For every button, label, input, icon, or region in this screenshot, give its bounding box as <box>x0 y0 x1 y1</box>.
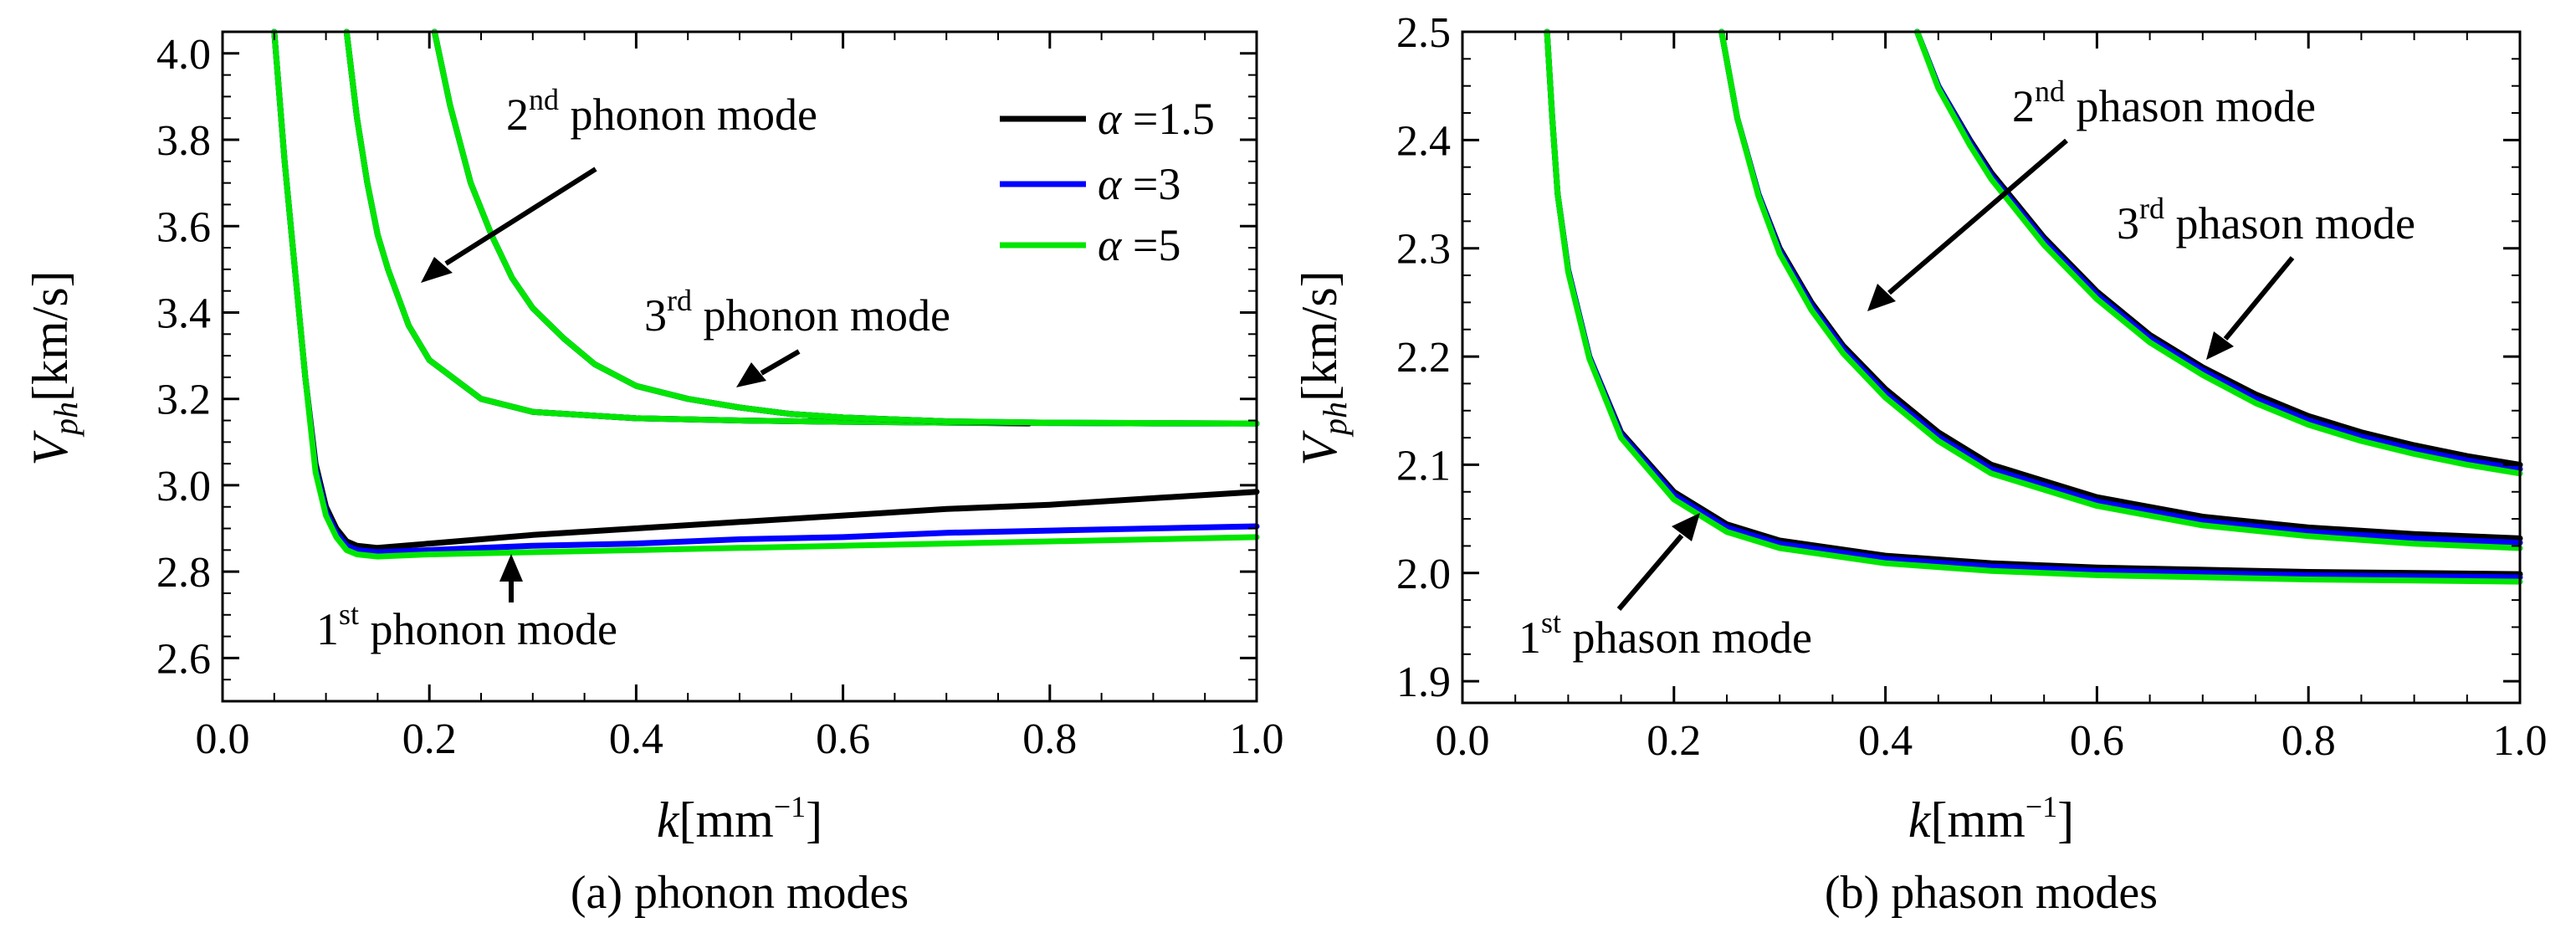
panel-a-x-tick-label: 0.6 <box>816 715 870 763</box>
panel-b-x-tick-label: 0.4 <box>1858 717 1913 765</box>
arrow-phonon-3rd <box>736 349 801 387</box>
panel-a-y-tick-label: 2.8 <box>156 549 211 597</box>
panel-a-y-tick-label: 3.6 <box>156 203 211 251</box>
arrow-phonon-2nd <box>421 167 597 283</box>
panel-b-y-tick-label: 2.4 <box>1396 117 1451 165</box>
panel-a-x-tick-label: 0.8 <box>1022 715 1077 763</box>
annot-phonon-3rd: 3rd phonon mode <box>644 284 950 341</box>
legend-label-alpha-5: α =5 <box>1098 220 1180 270</box>
panel-b-y-tick-label: 2.1 <box>1396 442 1451 490</box>
panel-b-y-tick-label: 2.2 <box>1396 334 1451 382</box>
panel-a-ticks: 0.0 0.2 0.4 0.6 0.8 1.0 2.6 2.8 3.0 3.2 3.4 3.6 3.8 4… <box>156 31 1284 763</box>
panel-a-y-tick-label: 2.6 <box>156 635 211 683</box>
panel-a-y-unit: [km/s] <box>23 270 78 402</box>
panel-b-x-tick-label: 0.0 <box>1436 717 1490 765</box>
panel-a-legend: α =1.5 α =3 α =5 <box>1000 94 1215 270</box>
panel-a-y-tick-label: 3.4 <box>156 290 211 337</box>
panel-b-ticks: 0.0 0.2 0.4 0.6 0.8 1.0 1.9 2.0 2.1 2.2 2.3 2.4 2.5 <box>1396 9 2548 765</box>
panel-b-y-var: V <box>1292 430 1347 466</box>
panel-b-series-line-8 <box>1914 28 2523 477</box>
panel-b-x-close: ] <box>2057 792 2074 848</box>
panel-a-y-title: Vph[km/s] <box>23 270 85 465</box>
panel-b-x-tick-label: 0.8 <box>2282 717 2336 765</box>
panel-a-y-tick-label: 3.8 <box>156 117 211 165</box>
panel-a-y-sub: ph <box>47 402 85 438</box>
panel-b-x-tick-label: 0.6 <box>2070 717 2124 765</box>
panel-b-y-sub: ph <box>1316 402 1354 438</box>
panel-a-x-tick-label: 0.4 <box>609 715 663 763</box>
annot-phason-2nd: 2nd phason mode <box>2012 74 2316 131</box>
panel-b-y-tick-label: 2.0 <box>1396 551 1451 598</box>
panel-b-series <box>1544 28 2523 585</box>
panel-b-series-line-5 <box>1718 28 2523 551</box>
arrow-phason-1st <box>1616 513 1700 611</box>
panel-b-y-tick-label: 2.3 <box>1396 226 1451 274</box>
panel-a-x-var: k <box>657 792 680 848</box>
arrow-phason-3rd <box>2206 256 2295 360</box>
panel-b-series-line-2 <box>1544 28 2523 585</box>
panel-b-x-var: k <box>1908 792 1932 848</box>
arrow-phonon-1st <box>499 554 523 602</box>
panel-a-x-unit: [mm <box>679 792 774 848</box>
panel-b-x-tick-label: 1.0 <box>2493 717 2548 765</box>
panel-a-caption: (a) phonon modes <box>571 867 909 919</box>
arrow-phason-2nd <box>1867 138 2068 311</box>
annot-phonon-2nd: 2nd phonon mode <box>506 83 817 140</box>
panel-b-y-tick-label: 1.9 <box>1396 659 1451 706</box>
panel-a-x-title: k[mm−1] <box>657 790 822 848</box>
panel-a-y-tick-label: 4.0 <box>156 31 211 79</box>
panel-b: 0.0 0.2 0.4 0.6 0.8 1.01.92.02.12.22.32.42.5 … <box>1292 9 2548 919</box>
panel-a-series-line-2 <box>271 28 1260 560</box>
legend-label-alpha-1-5: α =1.5 <box>1098 94 1215 144</box>
annot-phonon-1st: 1st phonon mode <box>316 597 617 654</box>
panel-a-y-tick-label: 3.0 <box>156 463 211 510</box>
legend-label-alpha-3: α =3 <box>1098 159 1180 209</box>
panel-b-caption: (b) phason modes <box>1825 867 2158 919</box>
panel-a-series-line-8 <box>431 28 1260 427</box>
panel-a-x-tick-label: 0.2 <box>402 715 457 763</box>
panel-b-frame <box>1461 30 2522 705</box>
panel-a-x-tick-label: 0.0 <box>196 715 250 763</box>
panel-a-series <box>271 28 1260 560</box>
panel-a: 0.0 0.2 0.4 0.6 0.8 1.0 2.6 2.8 3.0 3.2 3.4 3.6 3.8 4… <box>23 28 1284 919</box>
panel-a-x-close: ] <box>806 792 822 848</box>
panel-a-y-var: V <box>23 430 78 466</box>
panel-b-x-tick-label: 0.2 <box>1646 717 1701 765</box>
panel-b-y-tick-label: 2.5 <box>1396 9 1451 57</box>
panel-b-y-title: Vph[km/s] <box>1292 270 1354 465</box>
panel-b-y-unit: [km/s] <box>1292 270 1347 402</box>
annot-phason-3rd: 3rd phason mode <box>2117 192 2415 249</box>
panel-b-x-exp: −1 <box>2025 790 2057 823</box>
annot-phason-1st: 1st phason mode <box>1518 606 1812 663</box>
panel-a-x-tick-label: 1.0 <box>1230 715 1284 763</box>
panel-a-y-tick-label: 3.2 <box>156 377 211 424</box>
panel-a-x-exp: −1 <box>774 790 806 823</box>
panel-b-x-unit: [mm <box>1931 792 2025 848</box>
panel-b-x-title: k[mm−1] <box>1908 790 2074 848</box>
